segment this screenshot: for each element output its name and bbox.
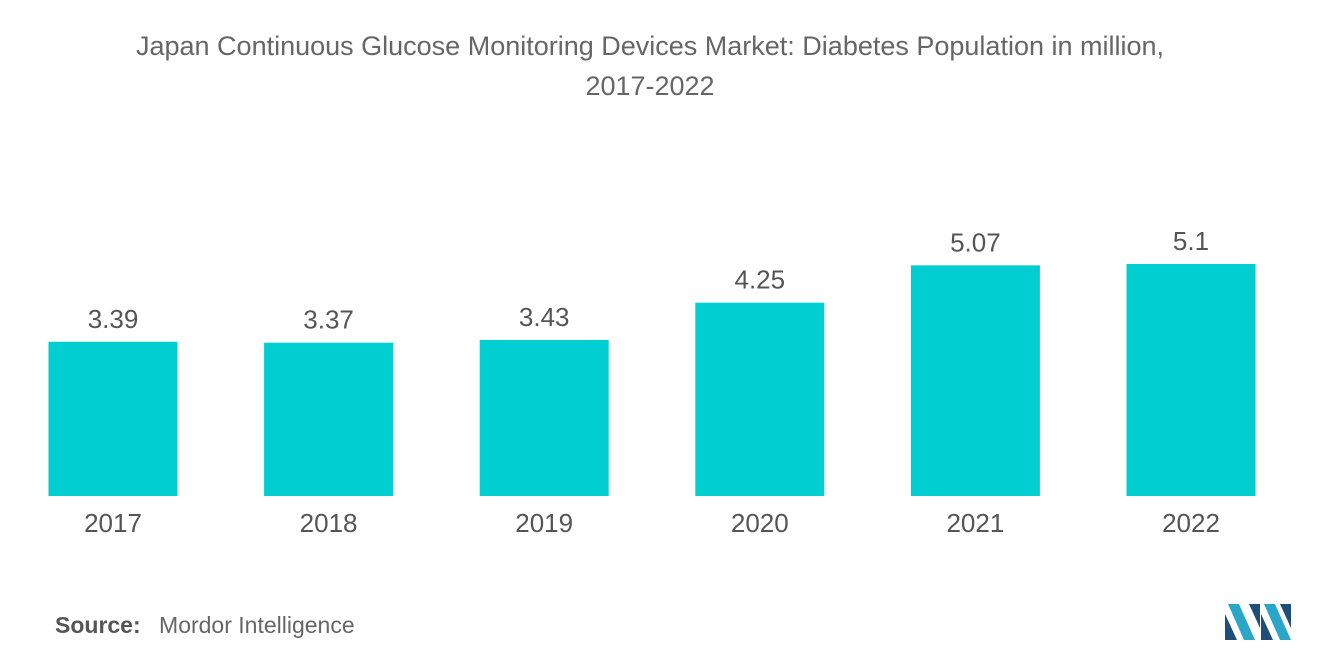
x-tick-label-2017: 2017 — [84, 508, 142, 538]
value-label-2017: 3.39 — [88, 304, 139, 334]
x-tick-label-2022: 2022 — [1162, 508, 1220, 538]
x-tick-label-2021: 2021 — [946, 508, 1004, 538]
source-value: Mordor Intelligence — [159, 612, 355, 638]
x-tick-label-2018: 2018 — [300, 508, 358, 538]
bar-2019 — [479, 339, 609, 496]
value-label-2020: 4.25 — [734, 265, 785, 295]
chart-title-line-2: 2017-2022 — [585, 71, 715, 101]
value-label-2021: 5.07 — [950, 227, 1001, 257]
value-label-2022: 5.1 — [1173, 226, 1209, 256]
bar-2017 — [48, 341, 178, 496]
bar-2018 — [264, 342, 394, 496]
x-tick-label-2020: 2020 — [731, 508, 789, 538]
bar-2021 — [910, 265, 1040, 496]
chart-title-line-1: Japan Continuous Glucose Monitoring Devi… — [135, 31, 1165, 61]
chart-title: Japan Continuous Glucose Monitoring Devi… — [0, 26, 1300, 106]
bar-2020 — [695, 302, 825, 496]
value-label-2018: 3.37 — [303, 305, 354, 335]
x-tick-label-2019: 2019 — [515, 508, 573, 538]
bar-chart: 3.39 2017 3.37 2018 3.43 2019 4.25 2020 5.07 2021… — [48, 226, 1256, 538]
source-footer: Source: Mordor Intelligence — [55, 612, 355, 639]
bar-2022 — [1126, 264, 1256, 496]
mordor-intelligence-logo-icon — [1225, 604, 1291, 640]
source-label: Source: — [55, 612, 141, 638]
value-label-2019: 3.43 — [519, 302, 570, 332]
